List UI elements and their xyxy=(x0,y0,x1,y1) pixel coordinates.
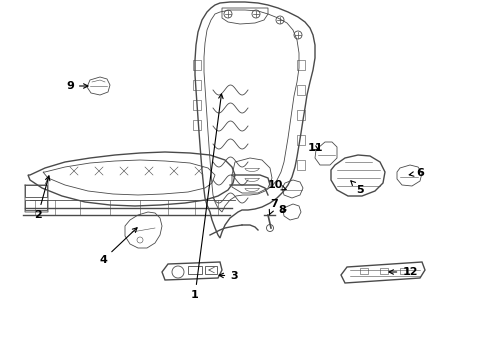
Text: 7: 7 xyxy=(270,199,278,215)
Text: 1: 1 xyxy=(191,94,223,300)
Text: 9: 9 xyxy=(66,81,88,91)
Bar xyxy=(193,80,201,90)
Bar xyxy=(188,266,202,274)
Bar xyxy=(25,200,47,210)
Bar xyxy=(380,268,388,274)
Bar xyxy=(193,120,201,130)
Bar xyxy=(297,135,305,145)
Text: 8: 8 xyxy=(278,205,286,215)
Text: 5: 5 xyxy=(351,181,364,195)
Bar xyxy=(193,100,201,110)
Bar xyxy=(297,85,305,95)
Bar xyxy=(193,60,201,70)
Text: 4: 4 xyxy=(99,228,137,265)
Text: 6: 6 xyxy=(409,168,424,178)
Bar xyxy=(360,268,368,274)
Bar xyxy=(400,268,408,274)
Bar xyxy=(205,266,217,274)
Text: 11: 11 xyxy=(307,143,323,153)
Text: 3: 3 xyxy=(219,271,238,281)
Bar xyxy=(25,185,47,197)
Bar xyxy=(297,160,305,170)
Text: 2: 2 xyxy=(34,176,50,220)
Text: 10: 10 xyxy=(268,180,286,190)
Bar xyxy=(297,110,305,120)
Text: 12: 12 xyxy=(389,267,418,277)
Bar xyxy=(297,60,305,70)
